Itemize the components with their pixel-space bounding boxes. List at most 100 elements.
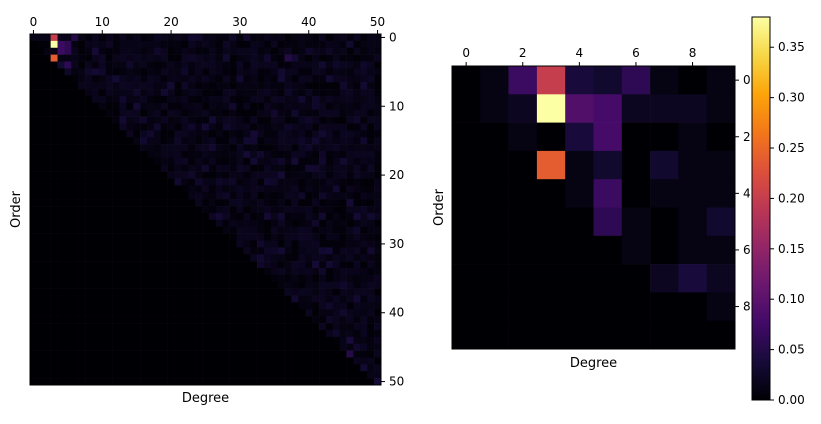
heatmap-cell [678,150,707,180]
heatmap-cell [298,34,306,42]
y-tick-label: 8 [743,300,751,314]
heatmap-cell [147,171,155,179]
heatmap-cell [140,109,148,117]
heatmap-cell [222,164,230,172]
heatmap-cell [30,157,38,166]
heatmap-cell [270,109,279,117]
heatmap-cell [215,247,223,255]
heatmap-cell [64,137,72,145]
heatmap-cell [565,122,594,152]
heatmap-cell [291,116,299,124]
heatmap-cell [105,316,113,324]
heatmap-cell [236,178,244,186]
heatmap-cell [222,378,230,386]
heatmap-cell [188,316,196,324]
heatmap-cell [257,82,265,90]
heatmap-cell [174,233,182,241]
heatmap-cell [195,336,203,344]
heatmap-cell [105,240,113,248]
heatmap-cell [195,82,203,90]
heatmap-cell [250,302,258,310]
heatmap-cell [160,357,168,365]
heatmap-cell [650,179,679,208]
heatmap-cell [188,364,196,372]
heatmap-cell [374,357,382,365]
heatmap-cell [257,240,265,248]
heatmap-cell [257,233,265,241]
heatmap-cell [71,47,79,55]
heatmap-cell [243,164,251,172]
heatmap-cell [98,323,106,331]
heatmap-cell [346,233,354,241]
heatmap-cell [277,157,285,166]
heatmap-cell [229,274,237,283]
heatmap-cell [133,95,141,104]
heatmap-cell [57,233,65,241]
heatmap-cell [222,89,230,97]
heatmap-cell [346,268,354,276]
heatmap-cell [112,178,120,186]
heatmap-cell [98,123,106,131]
heatmap-cell [319,171,327,179]
heatmap-cell [229,288,237,296]
heatmap-cell [71,226,79,234]
heatmap-cell [78,357,86,365]
heatmap-cell [147,261,155,269]
heatmap-cell [593,320,623,350]
heatmap-cell [367,288,375,296]
heatmap-cell [160,75,168,83]
heatmap-cell [277,378,285,386]
heatmap-cell [229,130,237,138]
heatmap-cell [50,102,58,110]
heatmap-cell [284,89,292,97]
heatmap-cell [147,75,155,83]
heatmap-cell [593,150,623,180]
heatmap-cell [291,185,299,193]
heatmap-cell [43,130,51,138]
heatmap-cell [312,178,320,186]
heatmap-cell [119,199,127,207]
heatmap-cell [36,178,45,186]
heatmap-cell [243,75,251,83]
heatmap-cell [305,137,313,145]
heatmap-cell [367,157,375,166]
heatmap-cell [325,219,334,227]
heatmap-cell [291,371,299,379]
heatmap-cell [215,350,223,358]
heatmap-cell [98,40,106,49]
heatmap-cell [43,54,51,62]
heatmap-cell [346,164,354,172]
heatmap-cell [112,302,120,310]
heatmap-cell [284,144,292,152]
heatmap-cell [346,364,354,372]
heatmap-cell [105,323,113,331]
heatmap-cell [126,130,134,138]
heatmap-cell [621,122,651,152]
heatmap-cell [30,336,38,344]
heatmap-cell [346,123,354,131]
heatmap-cell [30,212,38,221]
heatmap-cell [706,179,736,208]
heatmap-cell [312,144,320,152]
heatmap-cell [57,309,65,317]
heatmap-cell [236,261,244,269]
heatmap-cell [257,350,265,358]
heatmap-cell [374,151,382,159]
heatmap-cell [215,206,223,214]
heatmap-cell [536,207,566,237]
heatmap-cell [167,116,175,124]
heatmap-cell [264,364,272,372]
heatmap-cell [353,89,361,97]
heatmap-cell [36,323,45,331]
heatmap-cell [332,261,340,269]
heatmap-cell [452,235,481,265]
heatmap-cell [360,157,368,166]
heatmap-cell [277,240,285,248]
heatmap-cell [250,178,258,186]
heatmap-cell [353,102,361,110]
heatmap-cell [312,82,320,90]
heatmap-cell [236,302,244,310]
heatmap-cell [126,95,134,104]
